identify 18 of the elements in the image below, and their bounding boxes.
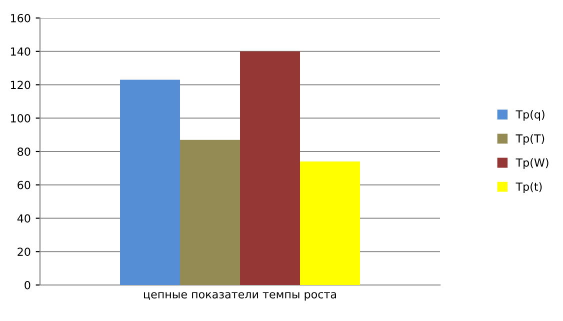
- y-tick-label: 80: [18, 147, 30, 156]
- x-tick-label: цепные показатели темпы роста: [144, 292, 336, 301]
- y-tick-label: 60: [18, 180, 30, 190]
- y-tick-label: 140: [10, 47, 30, 56]
- bar: [120, 80, 180, 285]
- legend-label: Tp(q): [516, 110, 544, 121]
- y-tick-label: 100: [10, 114, 30, 123]
- y-tick-label: 40: [17, 214, 30, 223]
- y-tick-label: 0: [24, 280, 30, 290]
- y-tick-label: 20: [18, 248, 30, 256]
- y-tick-label: 120: [10, 80, 30, 90]
- bar: [240, 51, 300, 285]
- bar: [180, 140, 240, 285]
- legend-label: Tp(W): [516, 158, 548, 169]
- legend-label: Tp(T): [516, 134, 544, 145]
- bar: [300, 162, 360, 285]
- y-tick-label: 160: [10, 14, 30, 22]
- legend-label: Tp(t): [516, 182, 542, 194]
